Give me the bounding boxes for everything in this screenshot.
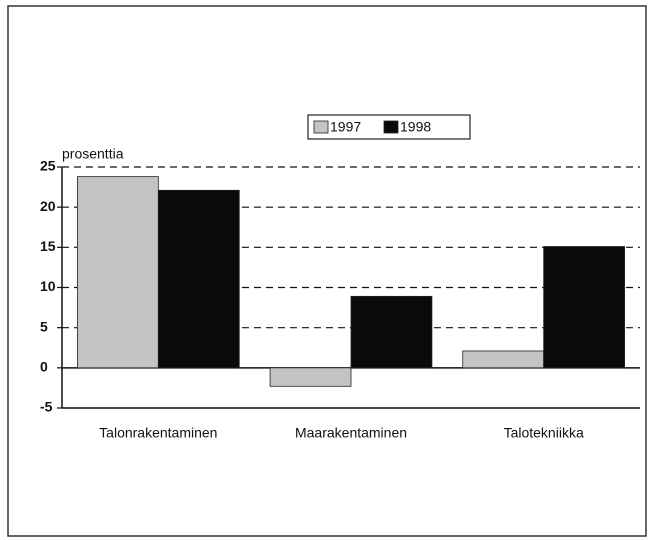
x-tick-label: Maarakentaminen xyxy=(295,425,407,441)
legend-swatch xyxy=(383,120,399,134)
y-axis-label: prosenttia xyxy=(62,146,124,162)
y-tick-label: 15 xyxy=(40,238,56,254)
y-tick-label: 0 xyxy=(40,359,48,375)
bar xyxy=(462,350,545,369)
legend-swatch xyxy=(313,120,329,134)
y-tick-label: 5 xyxy=(40,318,48,334)
bar xyxy=(350,295,433,369)
bar xyxy=(543,246,625,369)
legend-label: 1998 xyxy=(400,119,431,135)
y-tick-label: -5 xyxy=(40,399,53,415)
y-tick-label: 10 xyxy=(40,278,56,294)
y-tick-label: 25 xyxy=(40,158,56,174)
bar xyxy=(269,367,352,387)
x-tick-label: Talotekniikka xyxy=(504,425,584,441)
bar xyxy=(157,189,240,369)
x-tick-label: Talonrakentaminen xyxy=(99,425,217,441)
y-tick-label: 20 xyxy=(40,198,56,214)
legend-label: 1997 xyxy=(330,119,361,135)
bar xyxy=(77,176,159,369)
